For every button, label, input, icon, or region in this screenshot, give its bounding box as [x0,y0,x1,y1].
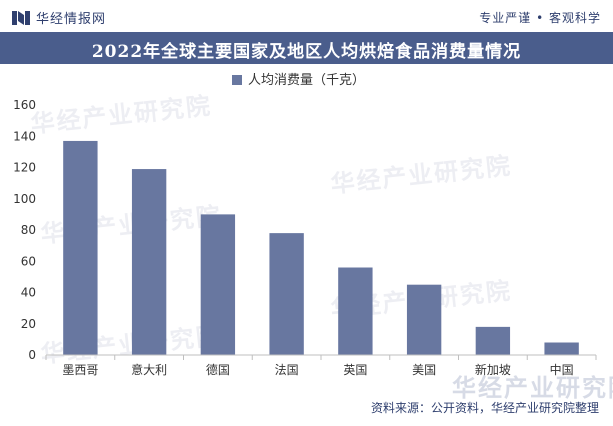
x-tick-label: 新加坡 [475,362,511,377]
bar [200,214,236,355]
x-tick-label: 中国 [550,362,574,377]
y-tick-label: 20 [21,317,36,331]
legend-swatch [232,75,242,85]
chart-legend: 人均消费量（千克） [232,73,365,88]
chart-title: 2022年全球主要国家及地区人均烘焙食品消费量情况 [91,42,522,62]
bar-chart: 人均消费量（千克） 0 20 40 60 80 100 120 140 160 墨西哥 意大利 德国… [13,73,597,377]
y-tick-label: 100 [13,192,36,206]
bar [131,169,167,355]
y-tick-label: 60 [21,254,36,268]
bar [475,326,511,355]
top-bar: 华经情报网 专业严谨 • 客观科学 [0,0,613,32]
brand: 华经情报网 [12,8,106,27]
brand-name: 华经情报网 [36,12,107,27]
x-tick-label: 德国 [206,362,230,377]
y-tick-label: 0 [28,348,36,362]
brand-logo-icon [12,10,30,25]
y-tick-label: 80 [21,223,36,237]
bar [338,267,373,355]
bar [406,284,442,355]
y-tick-label: 120 [13,161,36,175]
legend-label: 人均消费量（千克） [248,73,365,88]
source-note: 资料来源：公开资料，华经产业研究院整理 [370,401,599,415]
bar [269,233,304,355]
y-tick-label: 160 [13,98,36,112]
bar [544,342,579,355]
bar [63,140,98,355]
y-tick-label: 40 [21,286,36,300]
title-bar: 2022年全球主要国家及地区人均烘焙食品消费量情况 [0,32,613,64]
x-tick-label: 墨西哥 [62,363,98,377]
slogan: 专业严谨 • 客观科学 [479,11,601,25]
y-tick-label: 140 [13,129,36,143]
x-tick-label: 英国 [343,363,367,377]
x-tick-label: 法国 [275,363,299,377]
x-tick-label: 意大利 [131,362,167,377]
x-tick-label: 美国 [412,363,436,377]
